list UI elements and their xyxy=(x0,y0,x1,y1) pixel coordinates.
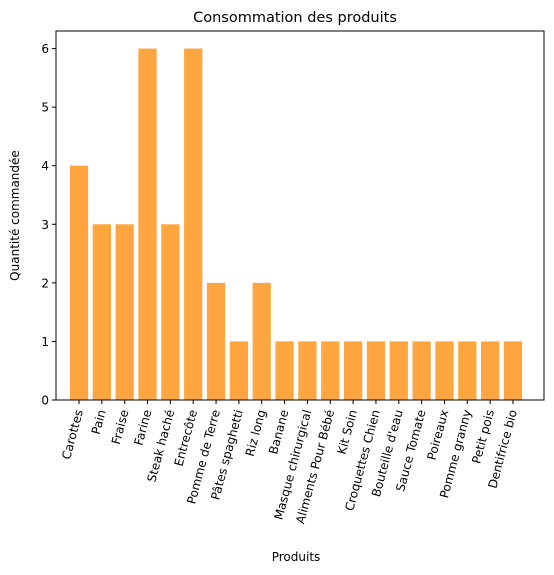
y-tick-label: 0 xyxy=(41,394,49,408)
y-tick-label: 2 xyxy=(41,276,49,290)
bar-4 xyxy=(138,48,157,400)
y-tick-label: 5 xyxy=(41,101,49,115)
bar-8 xyxy=(229,341,249,400)
x-tick-label: Kit Soin xyxy=(335,408,360,456)
bar-12 xyxy=(321,341,340,400)
bar-9 xyxy=(252,282,271,400)
plot-frame xyxy=(55,30,545,401)
bars-group xyxy=(69,48,523,400)
bar-3 xyxy=(115,224,134,400)
x-tick-label: Carottes xyxy=(59,408,86,461)
y-tick-label: 6 xyxy=(41,42,49,56)
bar-11 xyxy=(298,341,317,400)
bar-7 xyxy=(206,282,226,400)
bar-18 xyxy=(458,341,477,400)
bar-10 xyxy=(275,341,294,400)
y-tick-label: 3 xyxy=(41,218,49,232)
x-tick-label: Poireaux xyxy=(424,408,451,461)
bar-15 xyxy=(389,341,408,400)
chart-title: Consommation des produits xyxy=(193,10,397,26)
x-tick-label: Fraise xyxy=(109,408,132,446)
y-tick-label: 1 xyxy=(41,335,49,349)
x-tick-label: Farine xyxy=(131,408,154,447)
bar-13 xyxy=(343,341,363,400)
x-tick-label: Pain xyxy=(89,408,109,436)
bar-16 xyxy=(412,341,431,400)
bar-2 xyxy=(92,224,111,400)
bar-14 xyxy=(366,341,386,400)
x-axis-label: Produits xyxy=(272,550,321,564)
bar-20 xyxy=(503,341,523,400)
bar-6 xyxy=(184,48,203,400)
bar-17 xyxy=(435,341,454,400)
bar-5 xyxy=(161,224,180,400)
bar-19 xyxy=(481,341,500,400)
y-axis-label: Quantité commandée xyxy=(8,150,22,281)
x-tick-label: Banane xyxy=(266,408,291,456)
bar-1 xyxy=(69,165,89,400)
x-tick-label: Riz long xyxy=(243,408,269,458)
y-tick-label: 4 xyxy=(41,159,49,173)
y-axis-ticks: 0 1 2 3 4 5 6 xyxy=(41,42,56,408)
